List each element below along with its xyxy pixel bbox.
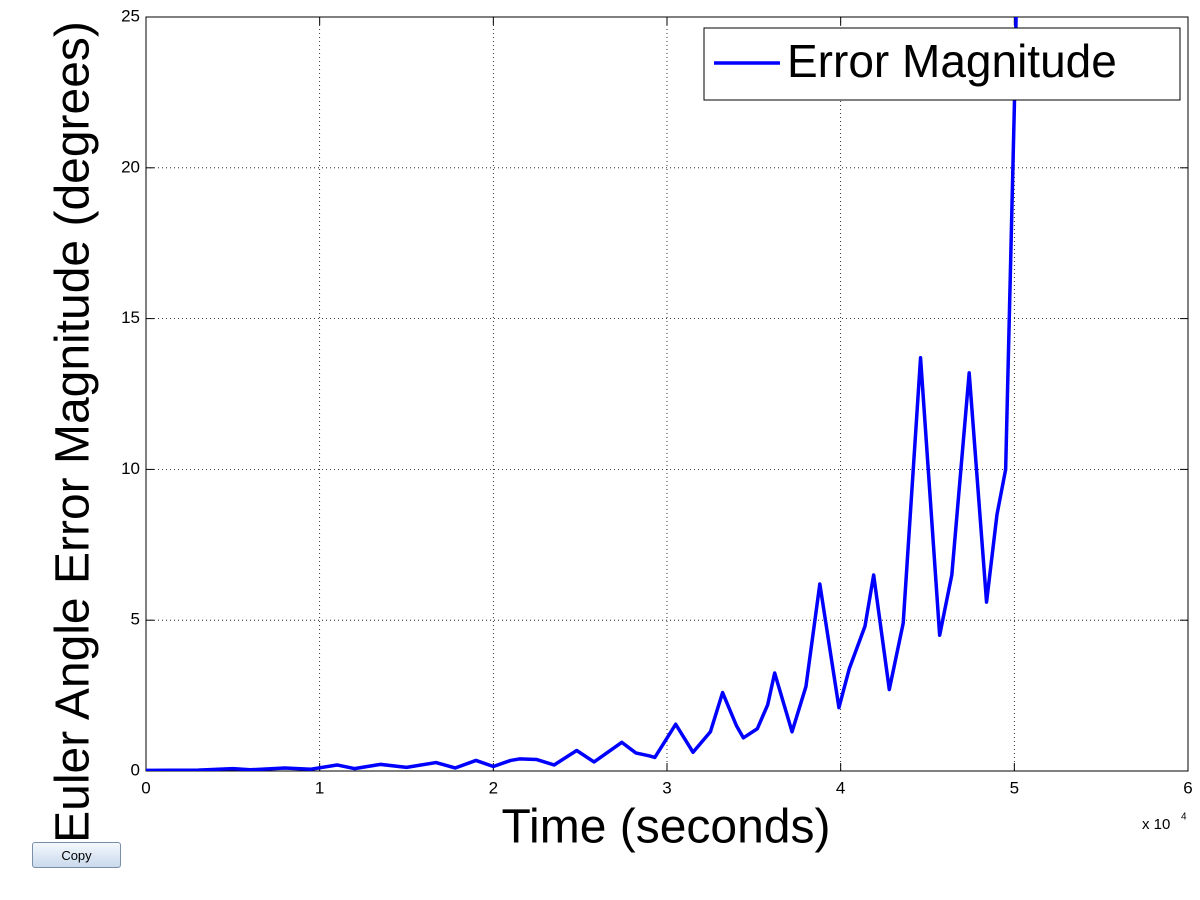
data-line xyxy=(146,17,1018,771)
x-tick-label: 0 xyxy=(141,778,150,797)
y-tick-label: 15 xyxy=(121,308,140,327)
x-tick-label: 2 xyxy=(489,778,498,797)
x-tick-label: 1 xyxy=(315,778,324,797)
x-multiplier: x 10 xyxy=(1142,816,1170,833)
y-axis-label: Euler Angle Error Magnitude (degrees) xyxy=(47,21,100,843)
x-multiplier-exponent: 4 xyxy=(1181,812,1187,823)
y-tick-label: 10 xyxy=(121,459,140,478)
x-tick-label: 5 xyxy=(1010,778,1019,797)
y-tick-label: 20 xyxy=(121,157,140,176)
x-tick-label: 4 xyxy=(836,778,845,797)
x-tick-label: 6 xyxy=(1183,778,1192,797)
y-tick-label: 0 xyxy=(131,760,140,779)
y-tick-label: 5 xyxy=(131,610,140,629)
y-tick-label: 25 xyxy=(121,6,140,25)
legend-box xyxy=(703,27,1181,101)
copy-button[interactable]: Copy xyxy=(32,842,121,868)
x-tick-label: 3 xyxy=(662,778,671,797)
plot-frame xyxy=(145,16,1189,772)
x-axis-label: Time (seconds) xyxy=(502,801,831,854)
legend-label: Error Magnitude xyxy=(787,35,1117,87)
